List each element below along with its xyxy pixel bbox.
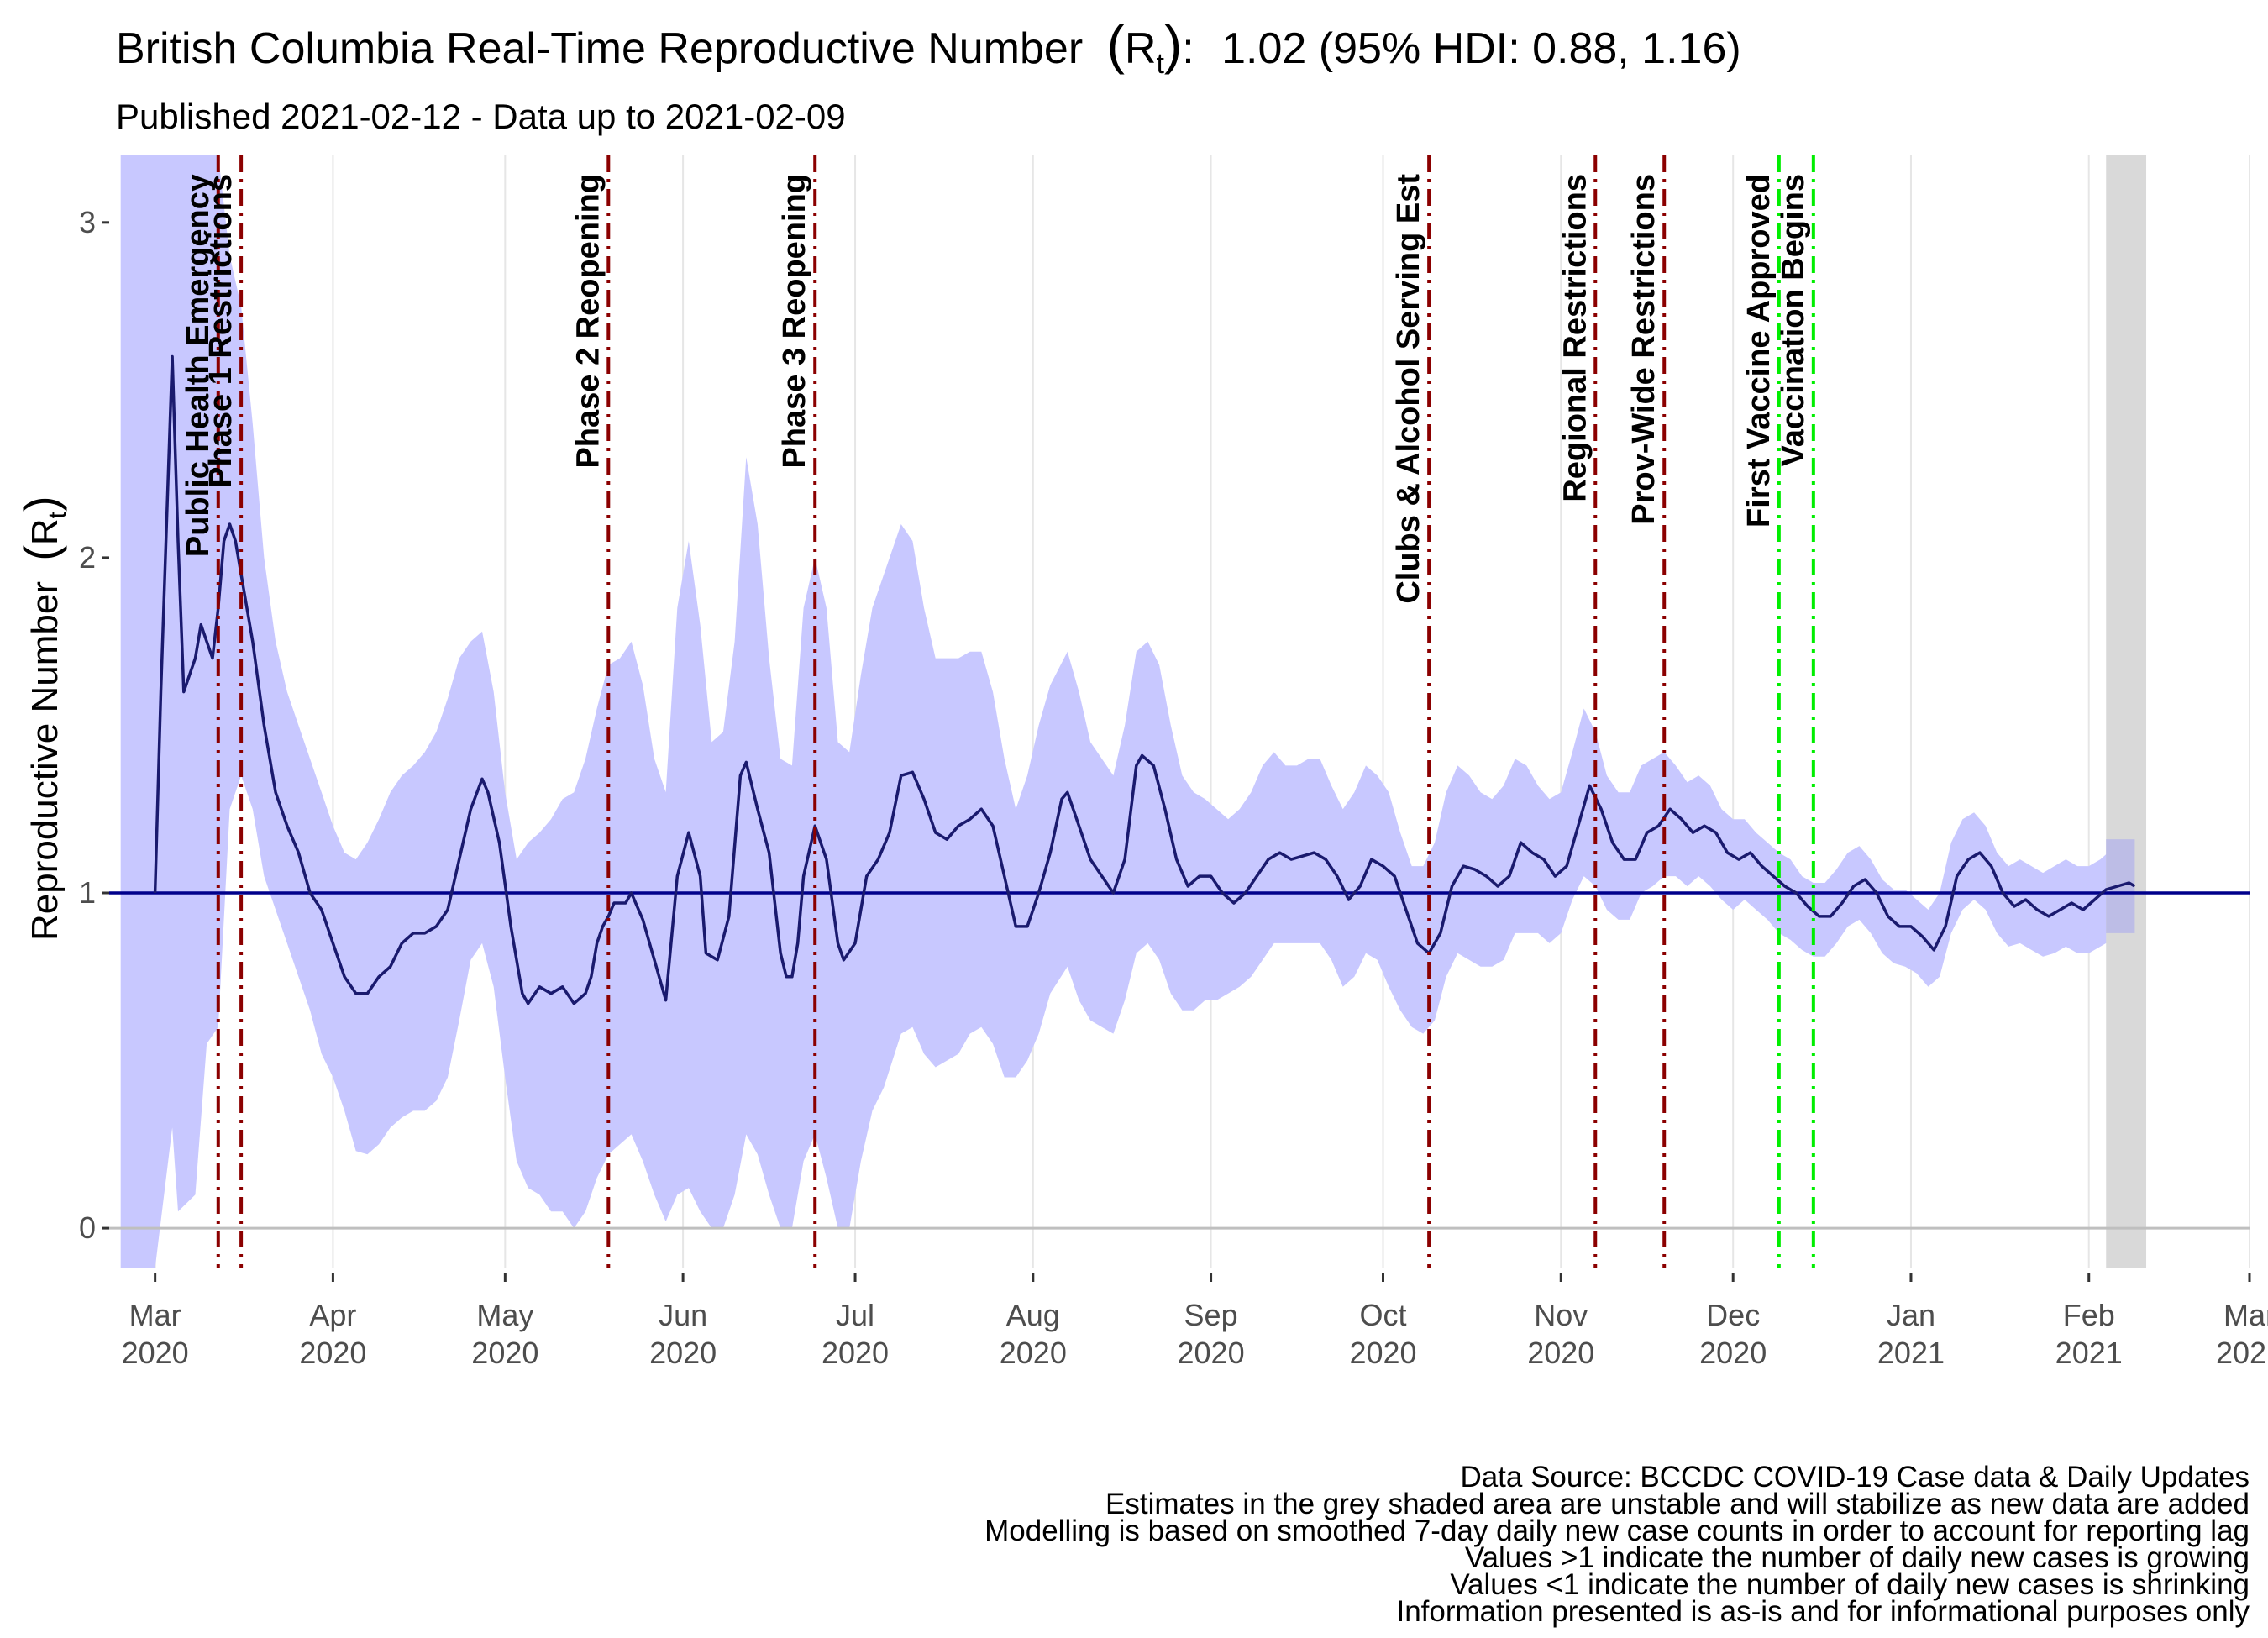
x-tick-label-jan-2021: Jan 2021	[1877, 1298, 1945, 1370]
x-tick-label-oct-2020: Oct 2020	[1349, 1298, 1416, 1370]
caption-line-5: Information presented is as-is and for i…	[1396, 1595, 2250, 1628]
y-tick-label-1: 1	[79, 875, 96, 910]
caption-line-0: Data Source: BCCDC COVID-19 Case data & …	[1460, 1461, 2250, 1494]
caption-line-3: Values >1 indicate the number of daily n…	[1465, 1541, 2250, 1574]
caption-line-4: Values <1 indicate the number of daily n…	[1450, 1568, 2250, 1601]
event-label-6: Prov-Wide Restrictions	[1626, 174, 1662, 525]
event-label-8: Vaccination Begins	[1776, 174, 1811, 466]
rt-series-line	[153, 354, 2136, 1005]
event-label-0: Public Health Emergency	[181, 174, 216, 557]
y-tick-label-2: 2	[79, 540, 96, 575]
y-tick-label-3: 3	[79, 205, 96, 239]
x-tick-label-mar-2020: Mar 2020	[122, 1298, 189, 1370]
x-tick-label-feb-2021: Feb 2021	[2055, 1298, 2123, 1370]
x-ticks: Mar 2020 Apr 2020 May 2020 Jun 2020 Jul 2020 Aug 20…	[122, 1273, 2268, 1370]
event-label-2: Phase 2 Reopening	[570, 174, 606, 469]
unstable-estimate-shade	[2106, 155, 2147, 1268]
event-label-5: Regional Restrictions	[1557, 174, 1593, 502]
x-tick-label-jul-2020: Jul 2020	[822, 1298, 889, 1370]
x-tick-label-jun-2020: Jun 2020	[649, 1298, 717, 1370]
hdi-95-band	[120, 155, 2135, 1268]
y-axis-label-symbol: R	[24, 518, 66, 545]
x-tick-label-nov-2020: Nov 2020	[1527, 1298, 1594, 1370]
y-axis-label: Reproductive Number (Rt)	[14, 496, 71, 941]
x-tick-label-mar-2021: Mar2021	[2216, 1298, 2268, 1370]
chart-title: British Columbia Real-Time Reproductive …	[116, 14, 1741, 80]
y-axis-label-text: Reproductive Number	[24, 581, 66, 941]
y-ticks: 0 1 2 3	[79, 205, 109, 1245]
chart-title-symbol: R	[1125, 24, 1157, 73]
x-tick-label-apr-2020: Apr 2020	[299, 1298, 366, 1370]
y-axis-label-symbol-sub: t	[44, 511, 71, 518]
caption: Data Source: BCCDC COVID-19 Case data & …	[984, 1461, 2250, 1628]
chart-title-symbol-sub: t	[1156, 48, 1164, 80]
unstable-shade-layer	[2106, 155, 2147, 1268]
event-label-4: Clubs & Alcohol Serving Est	[1391, 174, 1426, 604]
chart-title-prefix: British Columbia Real-Time Reproductive …	[116, 24, 1083, 73]
y-tick-label-0: 0	[79, 1210, 96, 1245]
hdi-band-layer	[120, 155, 2135, 1268]
caption-line-1: Estimates in the grey shaded area are un…	[1105, 1488, 2250, 1520]
event-label-3: Phase 3 Reopening	[777, 174, 812, 469]
rt-line-layer	[153, 354, 2136, 1005]
chart-title-estimate: 1.02 (95% HDI: 0.88, 1.16)	[1221, 24, 1741, 73]
x-tick-label-may-2020: May 2020	[471, 1298, 538, 1370]
chart-subtitle: Published 2021-02-12 - Data up to 2021-0…	[116, 97, 846, 136]
x-tick-label-aug-2020: Aug 2020	[1000, 1298, 1067, 1370]
x-tick-label-sep-2020: Sep 2020	[1178, 1298, 1245, 1370]
event-label-1: Phase 1 Restrictions	[203, 174, 239, 488]
x-tick-label-dec-2020: Dec 2020	[1699, 1298, 1767, 1370]
caption-line-2: Modelling is based on smoothed 7-day dai…	[984, 1515, 2250, 1547]
event-label-7: First Vaccine Approved	[1741, 174, 1777, 528]
